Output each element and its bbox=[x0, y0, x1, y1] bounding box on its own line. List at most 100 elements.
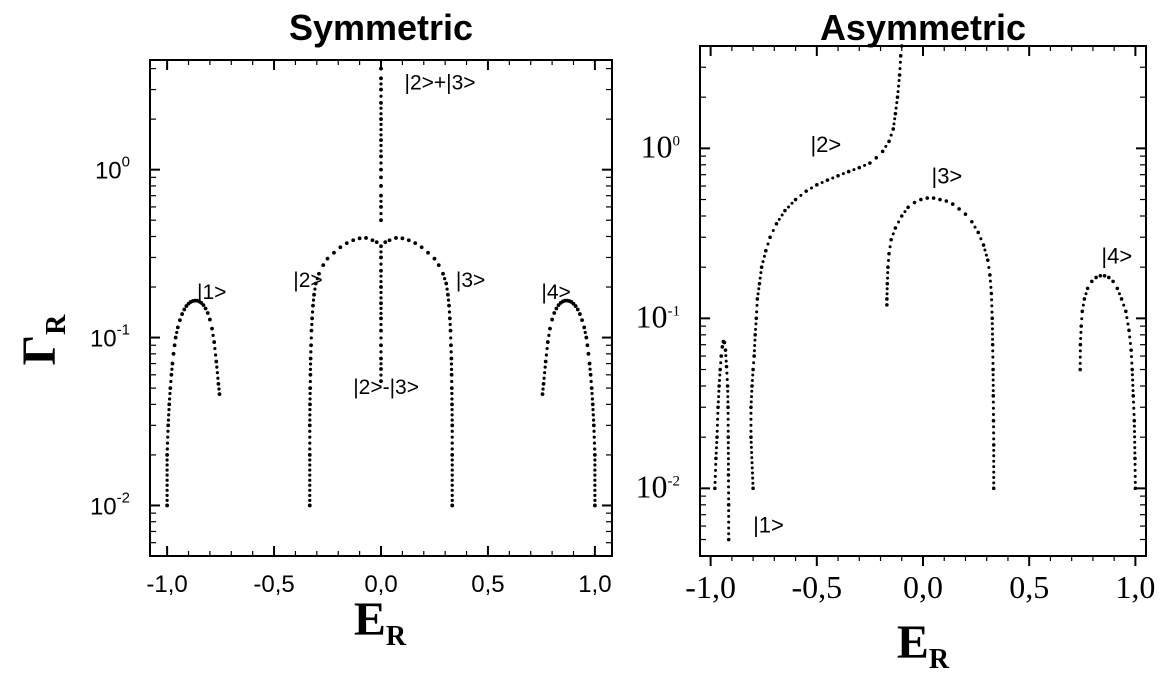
data-point bbox=[592, 435, 596, 439]
data-point bbox=[379, 301, 383, 306]
data-point bbox=[593, 473, 597, 477]
data-point bbox=[166, 435, 170, 439]
data-point bbox=[906, 205, 910, 210]
data-point bbox=[761, 260, 765, 264]
data-point bbox=[717, 389, 721, 393]
data-point bbox=[448, 328, 453, 333]
data-point bbox=[590, 397, 594, 401]
data-point bbox=[309, 350, 313, 354]
data-point bbox=[749, 417, 753, 421]
data-point bbox=[449, 356, 454, 361]
data-point bbox=[167, 402, 172, 407]
y-tick-label: 10-1 bbox=[90, 322, 130, 353]
data-point bbox=[308, 402, 312, 407]
data-point bbox=[165, 463, 169, 467]
data-point bbox=[307, 453, 312, 457]
data-point bbox=[379, 66, 383, 71]
data-point bbox=[804, 189, 808, 193]
data-point bbox=[1126, 322, 1130, 326]
data-point bbox=[1079, 324, 1084, 328]
data-point bbox=[213, 346, 217, 351]
data-point bbox=[426, 250, 430, 255]
data-point bbox=[1078, 367, 1082, 372]
state-label: |4> bbox=[1101, 244, 1132, 269]
x-tick-label: -1,0 bbox=[685, 569, 736, 605]
state-label: |2>+|3> bbox=[405, 72, 476, 95]
data-point bbox=[165, 493, 169, 497]
x-axis-label: ER bbox=[897, 616, 950, 675]
data-point bbox=[725, 371, 729, 375]
data-point bbox=[170, 361, 175, 366]
data-point bbox=[1131, 383, 1135, 387]
data-point bbox=[166, 423, 171, 428]
data-point bbox=[991, 394, 996, 398]
data-point bbox=[170, 367, 174, 371]
data-point bbox=[379, 128, 383, 132]
data-point bbox=[166, 429, 170, 433]
data-point bbox=[1119, 297, 1124, 301]
data-point bbox=[592, 441, 597, 445]
data-point bbox=[1085, 286, 1090, 291]
data-point bbox=[548, 326, 552, 331]
data-point bbox=[445, 287, 449, 291]
data-point bbox=[868, 161, 872, 165]
data-point bbox=[379, 193, 383, 198]
data-point bbox=[178, 318, 182, 323]
data-point bbox=[175, 325, 180, 330]
data-point bbox=[1133, 474, 1137, 478]
data-point bbox=[165, 447, 169, 451]
data-point bbox=[897, 79, 901, 83]
data-point bbox=[309, 336, 313, 340]
data-point bbox=[718, 373, 722, 377]
data-point bbox=[751, 373, 755, 377]
data-point bbox=[312, 292, 316, 297]
data-point bbox=[724, 364, 729, 369]
data-point bbox=[450, 413, 454, 417]
data-point bbox=[715, 429, 719, 433]
data-point bbox=[379, 199, 383, 203]
data-point bbox=[984, 253, 988, 257]
data-point bbox=[756, 292, 760, 296]
data-point bbox=[357, 236, 362, 241]
data-point bbox=[979, 237, 983, 241]
data-point bbox=[379, 255, 383, 260]
plot-frame bbox=[699, 45, 1147, 557]
chart-title: Symmetric bbox=[289, 7, 473, 48]
data-point bbox=[379, 211, 383, 216]
data-point bbox=[713, 474, 717, 478]
data-point bbox=[1129, 355, 1133, 359]
data-point bbox=[715, 423, 719, 427]
data-point bbox=[750, 456, 754, 460]
data-point bbox=[885, 287, 889, 291]
data-point bbox=[990, 298, 994, 302]
data-point bbox=[991, 418, 996, 423]
data-point bbox=[308, 441, 312, 445]
data-point bbox=[1127, 328, 1131, 333]
data-point bbox=[716, 417, 720, 421]
data-point bbox=[983, 248, 987, 252]
data-point bbox=[990, 310, 994, 314]
data-point bbox=[1080, 309, 1085, 314]
data-point bbox=[592, 503, 597, 508]
data-point bbox=[308, 429, 312, 433]
data-point bbox=[590, 402, 595, 407]
data-point bbox=[757, 287, 761, 291]
data-point bbox=[991, 406, 995, 410]
data-point bbox=[726, 537, 731, 542]
y-tick-label: 100 bbox=[641, 128, 681, 164]
data-point bbox=[973, 225, 977, 229]
data-point bbox=[171, 351, 176, 356]
data-point bbox=[815, 183, 819, 187]
data-point bbox=[308, 447, 312, 451]
data-point bbox=[175, 330, 179, 335]
state-label: |3> bbox=[931, 164, 962, 189]
data-point bbox=[582, 325, 587, 330]
data-point bbox=[976, 230, 981, 235]
data-point bbox=[754, 316, 759, 321]
data-point bbox=[790, 201, 794, 205]
data-point bbox=[168, 391, 172, 396]
data-point bbox=[207, 317, 212, 322]
data-point bbox=[308, 498, 312, 503]
data-point bbox=[449, 372, 454, 377]
